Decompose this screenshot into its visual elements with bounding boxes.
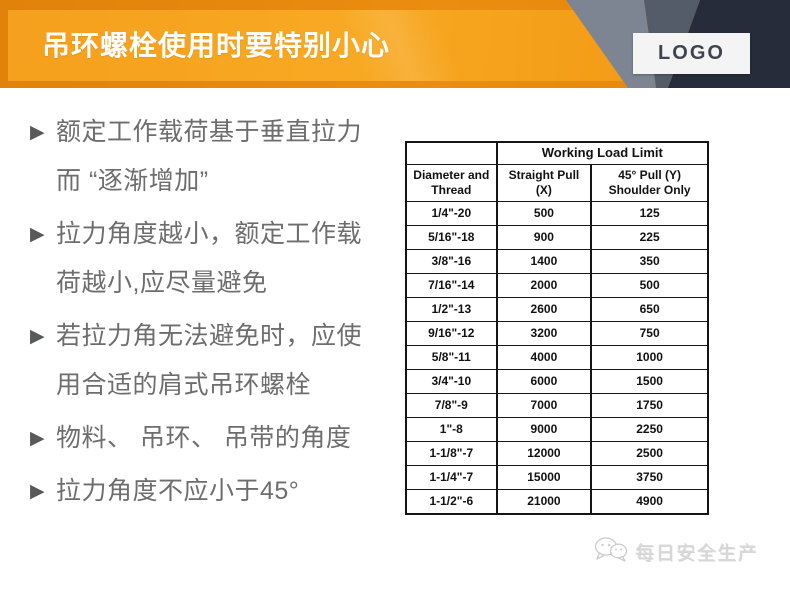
- table-row: 1/2"-13 2600 650: [405, 297, 709, 322]
- table-cell: 12000: [495, 441, 593, 466]
- table-empty-cell: [405, 141, 498, 165]
- table-cell: 500: [495, 201, 593, 226]
- table-span-header-row: Working Load Limit: [405, 141, 710, 165]
- column-header-diameter: Diameter and Thread: [405, 164, 498, 202]
- watermark: 每日安全生产: [594, 536, 758, 567]
- table-cell: 2250: [590, 417, 709, 442]
- table-row: 7/16"-14 2000 500: [405, 273, 709, 298]
- table-cell: 5/16"-18: [405, 225, 498, 250]
- table-cell: 1400: [495, 249, 593, 274]
- table-cell: 750: [590, 321, 709, 346]
- table-row: 1-1/4"-7 15000 3750: [405, 465, 709, 490]
- bullet-item: ▶ 拉力角度不应小于45°: [30, 467, 382, 516]
- table-row: 1"-8 9000 2250: [405, 417, 709, 442]
- table-row: 1/4"-20 500 125: [405, 201, 709, 226]
- table-cell: 225: [590, 225, 709, 250]
- wechat-icon: [594, 536, 628, 567]
- table-cell: 6000: [495, 369, 593, 394]
- column-header-45-pull: 45° Pull (Y) Shoulder Only: [590, 164, 709, 202]
- table-cell: 3200: [495, 321, 593, 346]
- table-cell: 3/8"-16: [405, 249, 498, 274]
- table-cell: 7/8"-9: [405, 393, 498, 418]
- table-body: 1/4"-20 500 125 5/16"-18 900 225 3/8"-16 1400 35…: [405, 201, 709, 515]
- table-span-header: Working Load Limit: [495, 141, 710, 165]
- table-cell: 4000: [495, 345, 593, 370]
- table-cell: 7/16"-14: [405, 273, 498, 298]
- bullet-arrow-icon: ▶: [30, 326, 45, 347]
- table-cell: 1750: [590, 393, 709, 418]
- table-cell: 1"-8: [405, 417, 498, 442]
- page-title: 吊环螺栓使用时要特别小心: [42, 30, 391, 61]
- bullet-item: ▶ 若拉力角无法避免时，应使用合适的肩式吊环螺栓: [30, 312, 382, 410]
- table-cell: 9000: [495, 417, 593, 442]
- table-row: 9/16"-12 3200 750: [405, 321, 709, 346]
- table-cell: 1-1/8"-7: [405, 441, 498, 466]
- table-cell: 7000: [495, 393, 593, 418]
- working-load-limit-table: Working Load Limit Diameter and Thread S…: [405, 141, 710, 515]
- header-banner: 吊环螺栓使用时要特别小心 LOGO: [0, 0, 790, 88]
- table-column-header-row: Diameter and Thread Straight Pull (X) 45…: [405, 164, 709, 202]
- table-row: 5/8"-11 4000 1000: [405, 345, 709, 370]
- table-cell: 125: [590, 201, 709, 226]
- table-row: 3/8"-16 1400 350: [405, 249, 709, 274]
- table-cell: 1/4"-20: [405, 201, 498, 226]
- bullet-item: ▶ 拉力角度越小，额定工作载荷越小,应尽量避免: [30, 210, 382, 308]
- table-row: 7/8"-9 7000 1750: [405, 393, 709, 418]
- column-header-straight-pull: Straight Pull (X): [495, 164, 593, 202]
- table-cell: 650: [590, 297, 709, 322]
- table-cell: 1000: [590, 345, 709, 370]
- table-row: 5/16"-18 900 225: [405, 225, 709, 250]
- table-row: 1-1/8"-7 12000 2500: [405, 441, 709, 466]
- table-cell: 3/4"-10: [405, 369, 498, 394]
- table-cell: 21000: [495, 489, 593, 515]
- logo-badge: LOGO: [633, 33, 750, 74]
- bullet-text: 若拉力角无法避免时，应使用合适的肩式吊环螺栓: [56, 322, 363, 399]
- table-cell: 9/16"-12: [405, 321, 498, 346]
- bullet-arrow-icon: ▶: [30, 224, 45, 245]
- table-cell: 5/8"-11: [405, 345, 498, 370]
- bullet-item: ▶ 物料、 吊环、 吊带的角度: [30, 414, 382, 463]
- table-cell: 1500: [590, 369, 709, 394]
- table-cell: 15000: [495, 465, 593, 490]
- bullet-arrow-icon: ▶: [30, 481, 45, 502]
- bullet-arrow-icon: ▶: [30, 122, 45, 143]
- table-cell: 1-1/4"-7: [405, 465, 498, 490]
- bullet-text: 物料、 吊环、 吊带的角度: [56, 424, 352, 452]
- bullet-text: 额定工作载荷基于垂直拉力而 “逐渐增加”: [56, 118, 363, 195]
- table-cell: 1/2"-13: [405, 297, 498, 322]
- table-cell: 500: [590, 273, 709, 298]
- bullet-arrow-icon: ▶: [30, 428, 45, 449]
- table-cell: 350: [590, 249, 709, 274]
- table-cell: 1-1/2"-6: [405, 489, 498, 515]
- table-cell: 3750: [590, 465, 709, 490]
- table-cell: 2600: [495, 297, 593, 322]
- table-cell: 2500: [590, 441, 709, 466]
- table-cell: 4900: [590, 489, 709, 515]
- table-row: 1-1/2"-6 21000 4900: [405, 489, 709, 515]
- bullet-text: 拉力角度越小，额定工作载荷越小,应尽量避免: [56, 220, 363, 297]
- table-cell: 900: [495, 225, 593, 250]
- table-cell: 2000: [495, 273, 593, 298]
- bullet-text: 拉力角度不应小于45°: [56, 477, 300, 505]
- watermark-label: 每日安全生产: [635, 543, 759, 564]
- table-row: 3/4"-10 6000 1500: [405, 369, 709, 394]
- bullet-list: ▶ 额定工作载荷基于垂直拉力而 “逐渐增加” ▶ 拉力角度越小，额定工作载荷越小,应尽…: [30, 108, 382, 520]
- bullet-item: ▶ 额定工作载荷基于垂直拉力而 “逐渐增加”: [30, 108, 382, 206]
